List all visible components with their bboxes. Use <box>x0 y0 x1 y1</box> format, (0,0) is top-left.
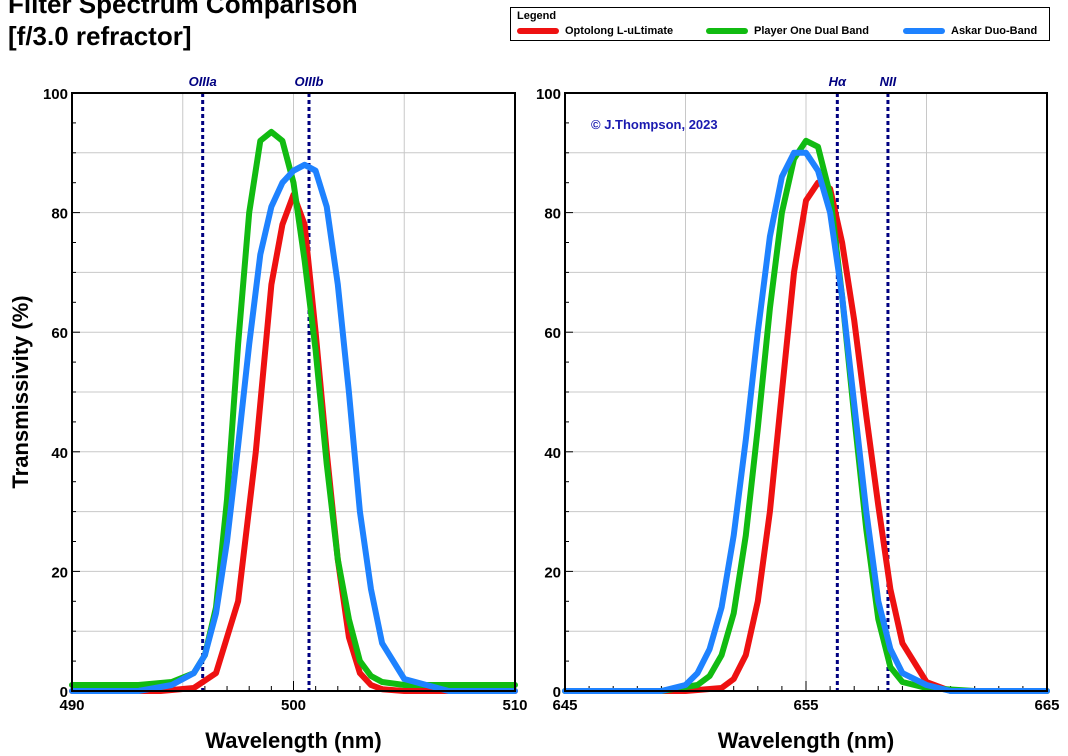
x-tick-label: 665 <box>1034 697 1059 714</box>
y-tick-label: 40 <box>544 445 561 462</box>
x-tick-label: 655 <box>793 697 818 714</box>
legend-swatch-askar <box>903 28 945 35</box>
series-line-0 <box>562 179 1050 694</box>
series-line-0 <box>69 191 518 694</box>
y-tick-label: 80 <box>544 206 561 223</box>
y-tick-label: 40 <box>51 445 68 462</box>
x-axis-title: Wavelength (nm) <box>718 728 894 753</box>
chart-title-line-1: Filter Spectrum Comparison <box>8 0 358 19</box>
y-tick-label: 60 <box>51 325 68 342</box>
legend-item-optolong: Optolong L-uLtimate <box>517 25 673 37</box>
plot-frame <box>71 92 516 692</box>
x-tick-label: 645 <box>552 697 577 714</box>
legend-label-optolong: Optolong L-uLtimate <box>565 25 674 37</box>
copyright-annotation: © J.Thompson, 2023 <box>591 117 718 132</box>
series-line-2 <box>69 161 518 694</box>
marker-label-1: OIIIb <box>295 74 324 89</box>
chart-panel-1: OIIIa OIIIb 490 500 510 0 20 40 60 80 100 Wavelengt… <box>8 74 528 753</box>
y-tick-label: 60 <box>544 325 561 342</box>
x-tick-label: 510 <box>502 697 527 714</box>
y-tick-label: 100 <box>536 86 561 103</box>
legend-label-askar: Askar Duo-Band <box>951 25 1038 37</box>
legend-label-player-one: Player One Dual Band <box>754 25 869 37</box>
legend-item-askar: Askar Duo-Band <box>903 25 1037 37</box>
legend-item-player-one: Player One Dual Band <box>706 25 869 37</box>
y-tick-label: 20 <box>544 564 561 581</box>
y-tick-label: 0 <box>553 684 561 701</box>
y-tick-label: 0 <box>60 684 68 701</box>
legend-title: Legend <box>517 10 557 22</box>
x-axis-title: Wavelength (nm) <box>205 728 381 753</box>
y-axis-title: Transmissivity (%) <box>8 295 33 488</box>
series-line-1 <box>562 137 1050 694</box>
marker-label-0: Hα <box>829 74 847 89</box>
series-line-2 <box>562 149 1050 694</box>
chart-panel-2: Hα NII 645 655 665 0 20 40 60 80 100 Wavelength (nm… <box>536 74 1060 753</box>
y-tick-label: 100 <box>43 86 68 103</box>
marker-label-1: NII <box>880 74 897 89</box>
y-tick-label: 80 <box>51 206 68 223</box>
chart-title-line-2: [f/3.0 refractor] <box>8 21 192 51</box>
x-tick-label: 490 <box>59 697 84 714</box>
plot-frame <box>564 92 1048 692</box>
legend-swatch-optolong <box>517 28 559 35</box>
x-tick-label: 500 <box>281 697 306 714</box>
legend-swatch-player-one <box>706 28 748 35</box>
y-tick-label: 20 <box>51 564 68 581</box>
chart-title: Filter Spectrum Comparison [f/3.0 refrac… <box>8 0 358 52</box>
marker-label-0: OIIIa <box>189 74 217 89</box>
legend: Legend Optolong L-uLtimate Player One Du… <box>510 7 1050 41</box>
